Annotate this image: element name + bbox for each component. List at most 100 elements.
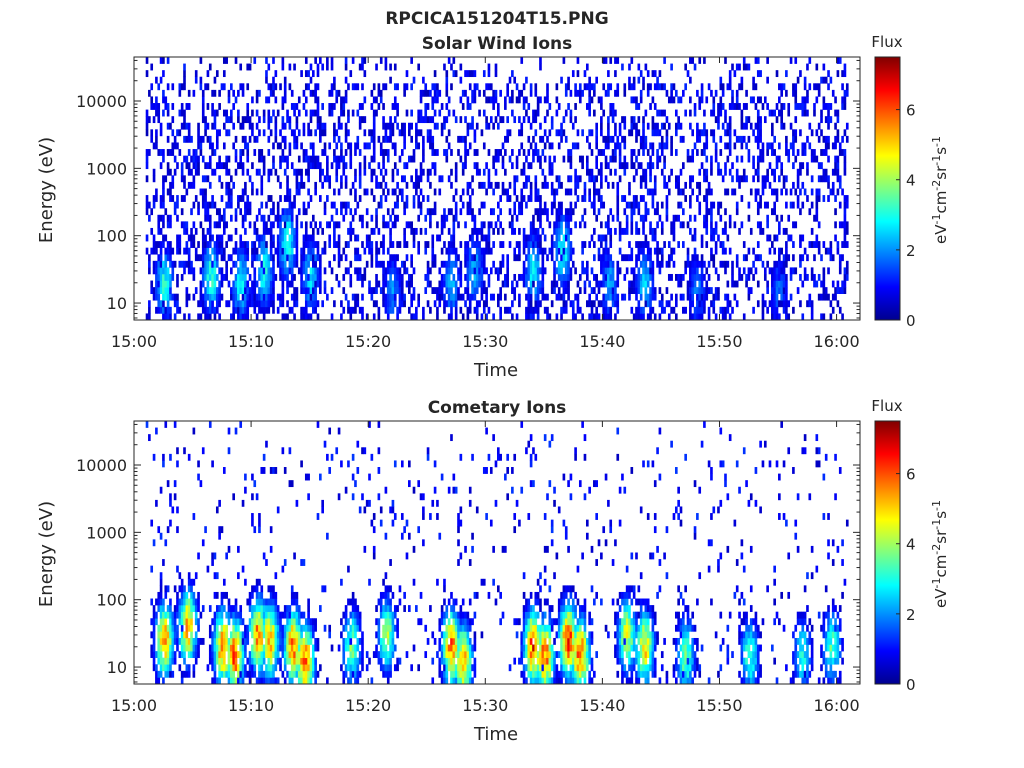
spectrogram-cell [405,241,409,248]
spectrogram-cell [475,280,479,288]
spectrogram-cell [773,168,776,176]
spectrogram-cell [180,208,184,216]
spectrogram-cell [799,208,802,216]
spectrogram-cell [562,287,566,294]
spectrogram-cell [260,267,264,275]
spectrogram-cell [635,287,638,294]
spectrogram-cell [677,116,680,124]
spectrogram-cell [820,76,823,84]
spectrogram-cell [307,70,310,78]
spectrogram-cell [405,181,409,189]
spectrogram-cell [246,116,250,124]
spectrogram-cell [801,234,805,242]
spectrogram-cell [609,155,613,163]
spectrogram-cell [443,293,446,301]
spectrogram-cell [658,142,662,150]
spectrogram-cell [241,214,245,222]
spectrogram-cell [319,122,322,130]
spectrogram-cell [326,168,329,176]
spectrogram-cell [342,306,346,314]
spectrogram-cell [731,306,734,314]
spectrogram-cell [614,70,617,78]
spectrogram-cell [199,221,203,229]
spectrogram-cell [590,267,594,275]
spectrogram-cell [215,129,219,137]
spectrogram-cell [651,116,655,124]
spectrogram-cell [485,267,488,275]
spectrogram-cell [665,135,669,143]
spectrogram-cell [269,287,273,294]
spectrogram-cell [560,221,563,229]
spectrogram-cell [632,175,636,183]
spectrogram-cell [426,273,430,281]
spectrogram-cell [796,149,800,156]
spectrogram-cell [513,181,517,189]
spectrogram-cell [201,300,205,308]
x-axis: 15:00 15:10 15:20 15:30 15:40 15:50 16:00 [111,57,860,351]
spectrogram-cell [590,201,594,209]
spectrogram-cell [632,116,636,124]
spectrogram-cell [225,644,228,652]
spectrogram-cell [316,254,320,262]
spectrogram-cell [372,129,376,137]
spectrogram-cell [307,287,310,294]
spectrogram-cell [607,247,610,255]
spectrogram-cell [227,651,231,659]
spectrogram-cell [162,293,165,301]
spectrogram-cell [244,267,247,275]
spectrogram-cell [424,103,428,110]
spectrogram-cell [698,287,702,294]
spectrogram-cell [447,208,451,216]
spectrogram-cell [187,624,191,632]
spectrogram-cell [548,155,552,163]
spectrogram-cell [246,247,250,255]
spectrogram-cell [241,89,245,97]
spectrogram-cell [614,89,617,97]
spectrogram-cell [691,273,695,281]
spectrogram-cell [691,267,695,275]
spectrogram-cell [482,267,486,275]
spectrogram-cell [166,657,170,665]
spectrogram-cell [492,103,495,110]
spectrogram-cell [625,227,629,235]
spectrogram-cell [307,168,310,176]
spectrogram-cell [808,83,812,91]
spectrogram-cell [349,227,353,235]
spectrogram-cell [564,273,568,281]
spectrogram-cell [513,76,517,84]
spectrogram-cell [635,201,638,209]
spectrogram-cell [660,260,664,268]
spectrogram-cell [771,168,774,176]
spectrogram-cell [611,280,615,288]
spectrogram-cell [604,280,608,288]
spectrogram-cell [799,241,802,248]
spectrogram-cell [759,135,762,143]
spectrogram-cell [703,168,706,176]
spectrogram-cell [508,155,512,163]
spectrogram-cell [813,149,816,156]
spectrogram-cell [471,234,474,242]
spectrogram-cell [600,300,603,308]
spectrogram-cell [384,273,388,281]
spectrogram-cell [192,181,196,189]
spectrogram-cell [344,122,348,130]
spectrogram-cell [644,175,648,183]
spectrogram-cell [199,267,203,275]
spectrogram-cell [824,168,828,176]
spectrogram-cell [646,162,650,170]
spectrogram-cell [450,168,453,176]
spectrogram-cell [562,306,566,314]
spectrogram-cell [410,300,413,308]
spectrogram-cell [201,195,205,202]
spectrogram-cell [803,247,807,255]
spectrogram-cell [148,214,151,222]
spectrogram-cell [822,103,826,110]
spectrogram-cell [283,76,287,84]
spectrogram-cell [199,313,203,321]
spectrogram-cell [628,293,631,301]
spectrogram-cell [319,116,322,124]
spectrogram-cell [775,293,779,301]
spectrogram-cell [745,122,748,130]
spectrogram-cell [546,306,549,314]
spectrogram-cell [265,280,268,288]
